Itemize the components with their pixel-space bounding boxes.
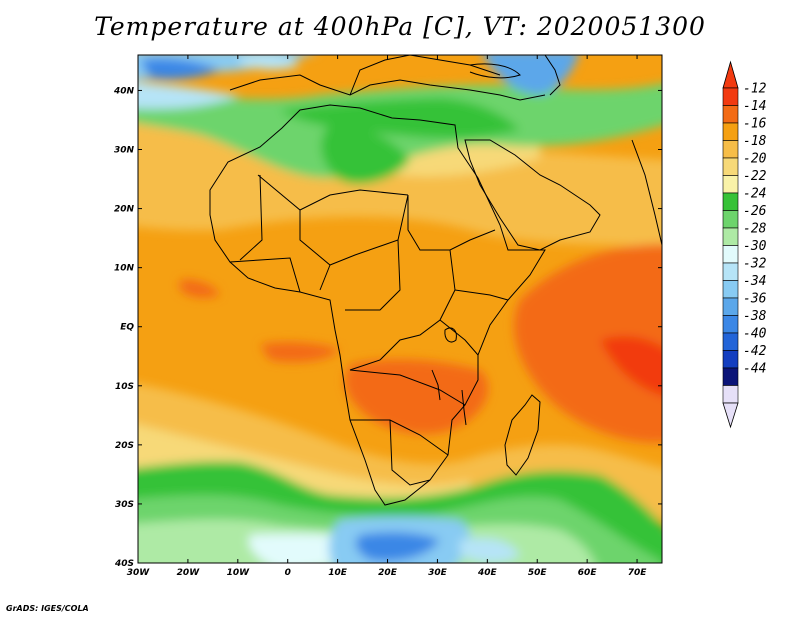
- axis-ticks: 30W 20W 10W 0 10E 20E 30E 40E 50E 60E 70E 40N 30N 20N…: [113, 55, 662, 578]
- lon-tick-label: 40E: [477, 568, 498, 578]
- lon-tick-label: 20W: [177, 568, 201, 578]
- colorbar-swatch: [722, 315, 739, 334]
- lat-tick-label: 40N: [113, 86, 135, 96]
- colorbar-label: -24: [743, 187, 766, 202]
- lat-tick-label: 10S: [115, 382, 134, 392]
- lat-tick-label: 10N: [114, 264, 135, 274]
- colorbar-label: -30: [743, 239, 767, 254]
- lon-tick-label: 10E: [328, 568, 348, 578]
- colorbar-label: -26: [743, 204, 767, 219]
- colorbar-swatch: [722, 245, 739, 264]
- colorbar-label: -22: [743, 169, 767, 184]
- page-title: Temperature at 400hPa [C], VT: 202005130…: [94, 12, 706, 41]
- lat-tick-label: 20N: [114, 205, 135, 215]
- lat-tick-label: 20S: [115, 441, 134, 451]
- lat-tick-label: EQ: [120, 323, 134, 333]
- colorbar-label: -18: [743, 134, 767, 149]
- colorbar-top-triangle: [722, 60, 739, 89]
- lat-tick-label: 30S: [115, 500, 134, 510]
- colorbar-swatch: [722, 385, 739, 404]
- colorbar-label: -12: [743, 82, 767, 97]
- colorbar-swatch: [722, 140, 739, 159]
- colorbar-swatch: [722, 192, 739, 211]
- lon-tick-label: 60E: [578, 568, 598, 578]
- colorbar-swatch: [722, 175, 739, 194]
- lon-tick-label: 0: [285, 568, 291, 578]
- colorbar-label: -42: [743, 344, 767, 359]
- colorbar-swatch: [722, 262, 739, 281]
- colorbar-swatch: [722, 227, 739, 246]
- colorbar-label: -32: [743, 257, 767, 272]
- colorbar-swatch: [722, 122, 739, 141]
- credit-text: GrADS: IGES/COLA: [6, 604, 89, 613]
- colorbar-swatch: [722, 332, 739, 351]
- colorbar-swatch: [722, 87, 739, 106]
- colorbar-label: -38: [743, 309, 767, 324]
- lon-tick-label: 50E: [528, 568, 548, 578]
- colorbar: -12 -14 -16 -18 -20 -22 -24 -26 -28 -30 -32 -34 -36 -…: [722, 60, 767, 429]
- lon-tick-label: 10W: [227, 568, 251, 578]
- lat-tick-label: 30N: [114, 146, 135, 156]
- colorbar-label: -14: [743, 99, 766, 114]
- colorbar-label: -34: [743, 274, 766, 289]
- colorbar-label: -16: [743, 117, 767, 132]
- lat-tick-label: 40S: [114, 559, 134, 569]
- colorbar-swatch: [722, 105, 739, 124]
- colorbar-label: -36: [743, 292, 767, 307]
- temperature-field: [138, 55, 662, 563]
- coastlines: [209, 55, 662, 506]
- lon-tick-label: 30W: [127, 568, 151, 578]
- lon-tick-label: 70E: [628, 568, 648, 578]
- colorbar-label: -28: [743, 222, 767, 237]
- plot-frame: [137, 54, 663, 564]
- colorbar-label: -20: [743, 152, 767, 167]
- colorbar-label: -44: [743, 362, 766, 377]
- colorbar-label: -40: [743, 327, 767, 342]
- colorbar-swatch: [722, 157, 739, 176]
- colorbar-swatch: [722, 210, 739, 229]
- colorbar-swatch: [722, 297, 739, 316]
- colorbar-bottom-triangle: [722, 402, 739, 429]
- colorbar-swatch: [722, 280, 739, 299]
- lon-tick-label: 20E: [378, 568, 398, 578]
- colorbar-swatch: [722, 367, 739, 386]
- colorbar-swatch: [722, 350, 739, 369]
- lon-tick-label: 30E: [428, 568, 448, 578]
